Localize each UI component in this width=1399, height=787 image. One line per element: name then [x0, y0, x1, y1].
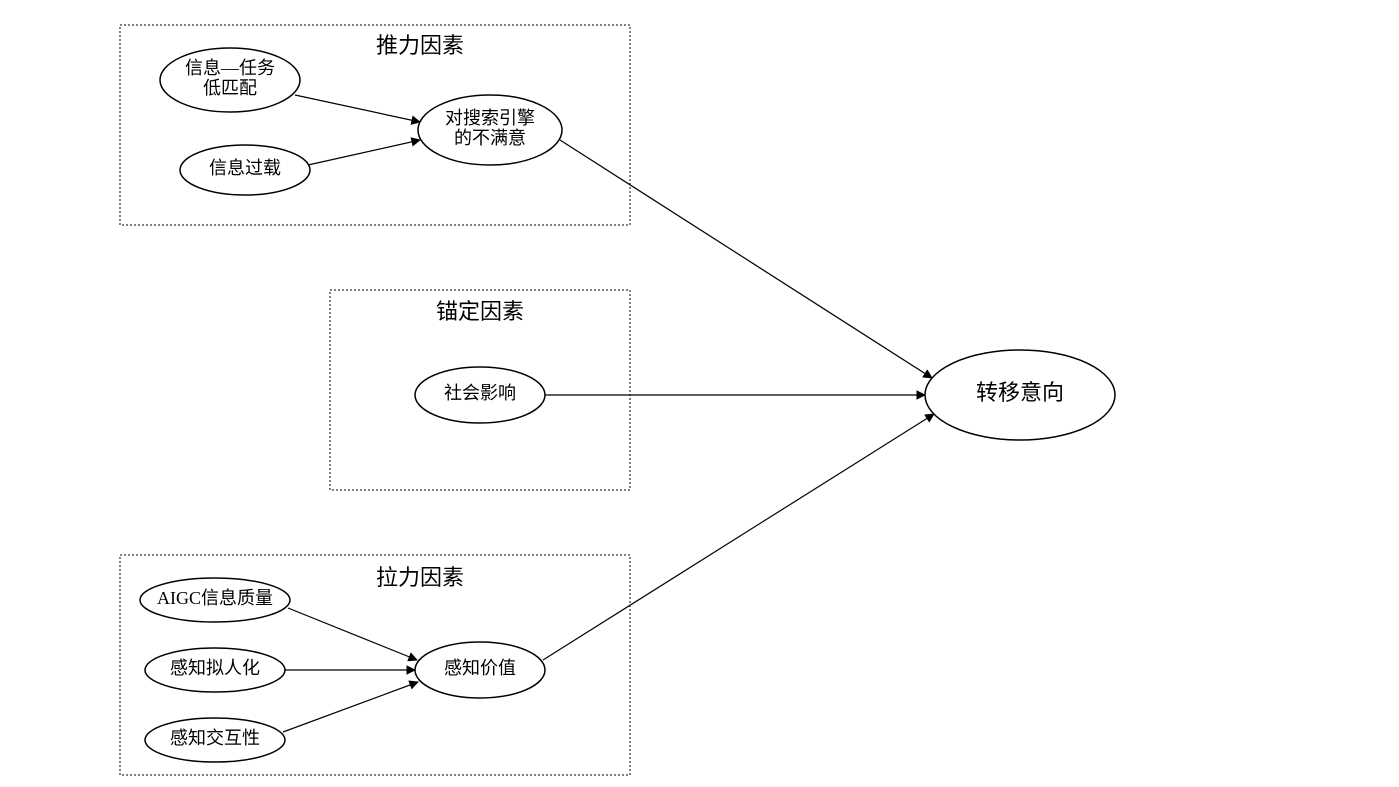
- node-label-n5-line0: AIGC信息质量: [157, 588, 273, 608]
- diagram-canvas: 推力因素锚定因素拉力因素 信息—任务低匹配信息过载 对搜索引擎的不满意社会影响 AI…: [0, 0, 1399, 787]
- edges-layer: [283, 95, 934, 732]
- node-label-n8-line0: 感知价值: [444, 658, 516, 678]
- node-label-n4-line0: 社会影响: [444, 383, 516, 403]
- nodes-layer: 信息—任务低匹配信息过载对搜索引擎的不满意社会影响AIGC信息质量感知拟人化感知…: [140, 48, 1115, 762]
- node-n2: 信息过载: [180, 145, 310, 195]
- node-n1: 信息—任务低匹配: [160, 48, 300, 112]
- node-label-n3-line1: 的不满意: [454, 128, 526, 148]
- node-label-n7-line0: 感知交互性: [170, 728, 260, 748]
- node-n9: 转移意向: [925, 350, 1115, 440]
- edge-n8-n9: [543, 414, 934, 660]
- node-n3: 对搜索引擎的不满意: [418, 95, 562, 165]
- node-label-n2-line0: 信息过载: [209, 158, 281, 178]
- group-title-push: 推力因素: [376, 33, 464, 58]
- edge-n5-n8: [288, 608, 417, 660]
- edge-n2-n3: [308, 140, 420, 165]
- node-label-n1-line0: 信息—任务: [185, 58, 275, 78]
- edge-n1-n3: [295, 95, 420, 122]
- node-n5: AIGC信息质量: [140, 578, 290, 622]
- node-n8: 感知价值: [415, 642, 545, 698]
- node-n6: 感知拟人化: [145, 648, 285, 692]
- node-label-n1-line1: 低匹配: [203, 78, 257, 98]
- group-title-anchor: 锚定因素: [436, 299, 524, 324]
- edge-n3-n9: [560, 140, 932, 378]
- node-n4: 社会影响: [415, 367, 545, 423]
- node-label-n9-line0: 转移意向: [976, 380, 1064, 405]
- group-title-pull: 拉力因素: [376, 565, 464, 590]
- edge-n7-n8: [283, 682, 418, 732]
- node-label-n3-line0: 对搜索引擎: [445, 108, 535, 128]
- node-label-n6-line0: 感知拟人化: [170, 658, 260, 678]
- node-n7: 感知交互性: [145, 718, 285, 762]
